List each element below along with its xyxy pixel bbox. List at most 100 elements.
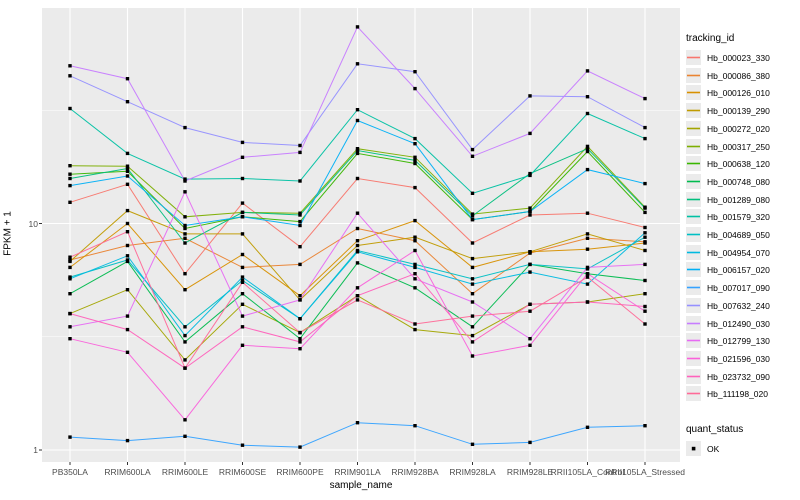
data-point-Hb_023732_090 [240, 325, 245, 329]
data-point-Hb_000086_380 [125, 243, 130, 248]
legend-label: Hb_000748_080 [707, 176, 770, 187]
data-point-Hb_000748_080 [183, 340, 187, 344]
data-point-Hb_007017_090 [413, 424, 417, 428]
data-point-Hb_000317_250 [298, 211, 302, 215]
data-point-Hb_023732_090 [298, 340, 302, 344]
data-point-Hb_007017_090 [183, 434, 187, 438]
data-point-Hb_111198_020 [298, 330, 302, 335]
legend-label: Hb_000139_290 [707, 106, 770, 117]
legend-key-line-icon [686, 156, 701, 172]
legend-key-line-icon [686, 227, 701, 242]
data-point-Hb_023732_090 [643, 304, 647, 309]
data-point-Hb_021596_030 [355, 286, 360, 290]
x-axis-title: sample_name [329, 480, 393, 491]
x-tick-label-RRIM600LE: RRIM600LE [161, 467, 209, 477]
data-point-Hb_001289_080 [298, 213, 302, 217]
data-point-Hb_001579_320 [413, 136, 417, 141]
data-point-Hb_004689_050 [643, 235, 647, 239]
data-point-Hb_006157_020 [585, 167, 590, 172]
data-point-Hb_007632_240 [183, 125, 187, 130]
data-point-Hb_000139_290 [68, 259, 72, 264]
data-point-Hb_012490_030 [183, 179, 187, 183]
data-point-Hb_012490_030 [355, 25, 360, 29]
data-point-Hb_111198_020 [585, 275, 590, 279]
data-point-Hb_111198_020 [470, 314, 475, 318]
legend-key-line-icon [686, 244, 701, 260]
data-point-Hb_001579_320 [298, 179, 302, 183]
data-point-Hb_004954_070 [183, 333, 187, 338]
data-point-Hb_000748_080 [355, 261, 360, 265]
data-point-Hb_012490_030 [643, 96, 647, 101]
x-tick-label-RRIM600PE: RRIM600PE [276, 467, 324, 477]
y-axis-title: FPKM + 1 [2, 211, 14, 256]
x-tick-label-RRIM600SE: RRIM600SE [218, 467, 267, 477]
data-point-Hb_012799_130 [470, 300, 475, 304]
data-point-Hb_007017_090 [585, 425, 590, 429]
legend-label: Hb_012490_030 [707, 318, 770, 329]
legend-key-line-icon [686, 85, 701, 101]
data-point-Hb_004954_070 [585, 282, 590, 286]
legend-title-tracking-id: tracking_id [686, 33, 735, 44]
data-point-Hb_004954_070 [125, 254, 130, 258]
data-point-Hb_001289_080 [585, 147, 590, 151]
legend-label: Hb_001579_320 [707, 212, 770, 223]
data-point-Hb_001579_320 [183, 177, 187, 181]
legend-label: Hb_000126_010 [707, 88, 770, 99]
data-point-Hb_004954_070 [240, 275, 245, 279]
data-point-Hb_023732_090 [68, 311, 72, 316]
data-point-Hb_000086_380 [298, 262, 302, 267]
data-point-Hb_000023_330 [68, 200, 72, 204]
data-point-Hb_012799_130 [68, 325, 72, 329]
data-point-Hb_007017_090 [528, 440, 532, 445]
data-point-Hb_000126_010 [183, 288, 187, 292]
x-tick-label-PB350LA: PB350LA [52, 467, 88, 477]
data-point-Hb_000023_330 [470, 241, 475, 245]
legend-label: Hb_000272_020 [707, 123, 770, 134]
data-point-Hb_021596_030 [183, 418, 187, 422]
data-point-Hb_012799_130 [413, 277, 417, 281]
legend-key-line-icon [686, 191, 701, 207]
data-point-Hb_004689_050 [240, 278, 245, 283]
data-point-Hb_111198_020 [355, 298, 360, 302]
data-point-Hb_111198_020 [413, 322, 417, 326]
data-point-Hb_007017_090 [355, 421, 360, 425]
data-point-Hb_000126_010 [240, 252, 245, 257]
legend-key-line-icon [686, 386, 701, 402]
data-point-Hb_021596_030 [413, 248, 417, 253]
data-point-Hb_021596_030 [528, 343, 532, 347]
data-point-Hb_000023_330 [125, 182, 130, 186]
data-point-Hb_006157_020 [298, 223, 302, 228]
data-point-Hb_000272_020 [125, 288, 130, 292]
y-tick-label-1: 1 [33, 445, 38, 455]
chart-panel [42, 8, 680, 462]
legend-key-line-icon [686, 262, 701, 278]
data-point-Hb_001289_080 [413, 158, 417, 163]
data-point-Hb_111198_020 [240, 280, 245, 284]
data-point-Hb_021596_030 [68, 337, 72, 341]
data-point-Hb_000023_330 [585, 211, 590, 215]
data-point-Hb_023732_090 [470, 340, 475, 344]
data-point-Hb_006157_020 [183, 223, 187, 228]
data-point-Hb_006157_020 [643, 181, 647, 186]
data-point-Hb_012490_030 [470, 154, 475, 158]
data-point-Hb_021596_030 [240, 343, 245, 347]
data-point-Hb_012490_030 [125, 77, 130, 81]
data-point-Hb_000126_010 [585, 247, 590, 251]
legend-label: Hb_007017_090 [707, 283, 770, 294]
data-point-Hb_006157_020 [528, 209, 532, 214]
data-point-Hb_000317_250 [528, 206, 532, 210]
data-point-Hb_006157_020 [470, 217, 475, 222]
data-point-Hb_004689_050 [68, 275, 72, 279]
data-point-Hb_001289_080 [528, 171, 532, 176]
legend-label: OK [707, 444, 720, 454]
data-point-Hb_000126_010 [298, 294, 302, 298]
legend-label: Hb_004689_050 [707, 230, 770, 240]
data-point-Hb_001579_320 [470, 191, 475, 195]
data-point-Hb_000023_330 [528, 213, 532, 217]
data-point-Hb_000638_120 [355, 151, 360, 156]
x-tick-label-RRIM928LA: RRIM928LA [449, 467, 496, 477]
data-point-Hb_000317_250 [585, 144, 590, 149]
data-point-Hb_000317_250 [68, 164, 72, 168]
data-point-Hb_021596_030 [298, 347, 302, 351]
